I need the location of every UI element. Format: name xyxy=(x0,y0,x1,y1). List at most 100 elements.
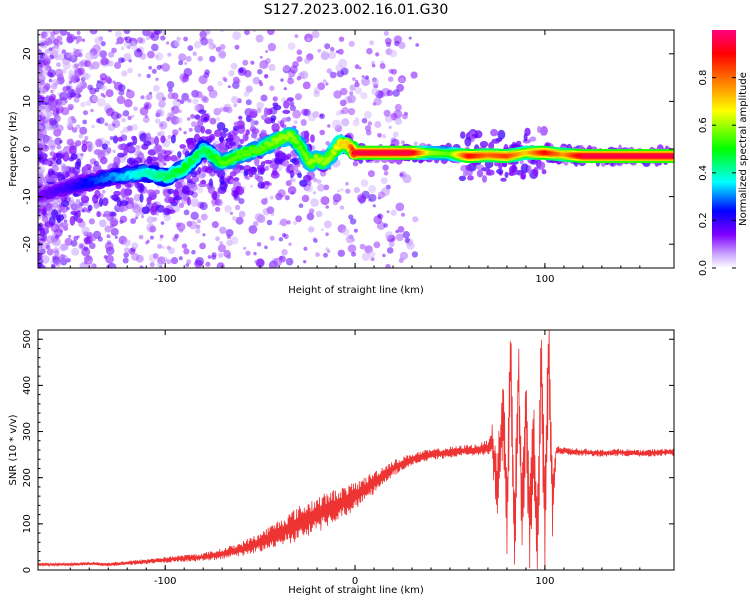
spectrogram-speckle xyxy=(48,95,56,103)
spectrogram-spread xyxy=(123,148,128,156)
spectrogram-spread xyxy=(164,196,174,204)
spectrogram-spread xyxy=(69,215,76,226)
y-tick-label: 10 xyxy=(22,95,33,108)
spectrogram-speckle xyxy=(391,68,397,75)
spectrogram-speckle xyxy=(384,115,393,123)
spectrogram-spread xyxy=(254,157,260,167)
spectrogram-speckle xyxy=(79,126,88,135)
spectrogram-speckle xyxy=(144,30,154,36)
spectrogram-speckle xyxy=(299,70,309,80)
spectrogram-speckle xyxy=(38,247,42,255)
spectrogram-speckle xyxy=(301,194,310,203)
spectrogram-speckle xyxy=(84,241,88,245)
spectrogram-speckle xyxy=(232,216,237,221)
spectrogram-speckle xyxy=(364,125,372,132)
spectrogram-spread xyxy=(120,188,128,198)
spectrogram-spread xyxy=(300,119,307,126)
spectrogram-speckle xyxy=(171,105,180,115)
spectrogram-speckle xyxy=(287,42,296,51)
spectrogram-speckle xyxy=(78,48,84,54)
spectrogram-speckle xyxy=(327,51,337,60)
spectrogram-speckle xyxy=(367,121,373,126)
spectrogram-ridge xyxy=(42,192,47,197)
spectrogram-speckle xyxy=(229,211,233,215)
spectrogram-spread xyxy=(115,182,122,190)
spectrogram-speckle xyxy=(94,87,100,93)
spectrogram-speckle xyxy=(51,164,59,172)
spectrogram-speckle xyxy=(138,234,144,240)
spectrogram-speckle xyxy=(167,135,172,140)
spectrogram-speckle xyxy=(127,67,133,74)
spectrogram-spread xyxy=(96,211,101,218)
spectrogram-spread xyxy=(233,177,240,182)
spectrogram-speckle xyxy=(73,96,80,103)
spectrogram-spread xyxy=(297,172,302,178)
spectrogram-speckle xyxy=(83,110,88,116)
spectrogram-ridge xyxy=(207,149,212,154)
spectrogram-speckle xyxy=(219,241,224,245)
spectrogram-spread xyxy=(462,171,468,177)
spectrogram-speckle xyxy=(337,48,344,55)
spectrogram-speckle xyxy=(196,224,201,229)
spectrogram-speckle xyxy=(199,242,207,250)
spectrogram-spread xyxy=(498,162,503,170)
spectrogram-speckle xyxy=(195,228,201,234)
spectrogram-spread xyxy=(465,164,472,171)
spectrogram-speckle xyxy=(100,84,107,91)
spectrogram-speckle xyxy=(192,98,199,105)
spectrogram-speckle xyxy=(84,136,89,141)
spectrogram-speckle xyxy=(155,77,159,82)
spectrogram-spread xyxy=(511,164,517,173)
spectrogram-speckle xyxy=(178,109,182,114)
spectrogram-speckle xyxy=(59,253,65,260)
spectrogram-speckle xyxy=(283,87,287,91)
spectrogram-ridge xyxy=(238,154,242,159)
snr-panel: -100 0 100 0 100 200 300 400 500 Height of stra… xyxy=(8,329,675,596)
spectrogram-speckle xyxy=(392,131,399,138)
spectrogram-speckle xyxy=(120,130,125,135)
spectrogram-speckle xyxy=(121,113,125,117)
spectrogram-ridge xyxy=(81,183,86,188)
spectrogram-speckle xyxy=(80,153,84,157)
spectrogram-speckle xyxy=(287,186,297,195)
spectrogram-ridge xyxy=(670,154,674,159)
spectrogram-speckle xyxy=(131,114,135,119)
spectrogram-speckle xyxy=(292,109,302,119)
spectrogram-spread xyxy=(460,131,466,139)
spectrogram-speckle xyxy=(97,117,105,125)
spectrogram-speckle xyxy=(386,210,390,214)
spectrogram-speckle xyxy=(131,242,139,250)
spectrogram-speckle xyxy=(43,82,51,90)
spectrogram-speckle xyxy=(335,111,341,116)
spectrogram-speckle xyxy=(122,257,129,264)
spectrogram-speckle xyxy=(269,235,275,241)
spectrogram-speckle xyxy=(146,93,153,101)
spectrogram-ridge xyxy=(277,137,282,142)
spectrogram-speckle xyxy=(186,117,191,121)
spectrogram-speckle xyxy=(75,124,81,129)
spectrogram-speckle xyxy=(46,248,54,256)
spectrogram-speckle xyxy=(193,40,202,49)
x-tick-label: 0 xyxy=(352,576,358,587)
spectrogram-speckle xyxy=(187,45,194,51)
spectrogram-spread xyxy=(289,165,299,172)
spectrogram-ridge xyxy=(304,156,309,161)
spectrogram-speckle xyxy=(272,96,278,102)
spectrogram-speckle xyxy=(288,242,292,246)
spectrogram-speckle xyxy=(135,144,141,151)
spectrogram-spread xyxy=(173,189,180,199)
spectrogram-speckle xyxy=(375,52,380,57)
spectrogram-speckle xyxy=(66,206,70,211)
spectrogram-speckle xyxy=(354,64,360,70)
spectrogram-speckle xyxy=(190,198,199,207)
spectrogram-ridge xyxy=(45,194,50,199)
spectrogram-speckle xyxy=(88,218,95,225)
spectrogram-spread xyxy=(49,174,58,183)
x-tick-label: 100 xyxy=(535,576,554,587)
spectrogram-speckle xyxy=(385,41,392,48)
spectrogram-speckle xyxy=(118,57,124,64)
spectrogram-ridge xyxy=(298,144,303,149)
spectrogram-ridge xyxy=(113,172,118,177)
spectrogram-speckle xyxy=(156,262,162,268)
spectrogram-spread xyxy=(59,222,69,228)
